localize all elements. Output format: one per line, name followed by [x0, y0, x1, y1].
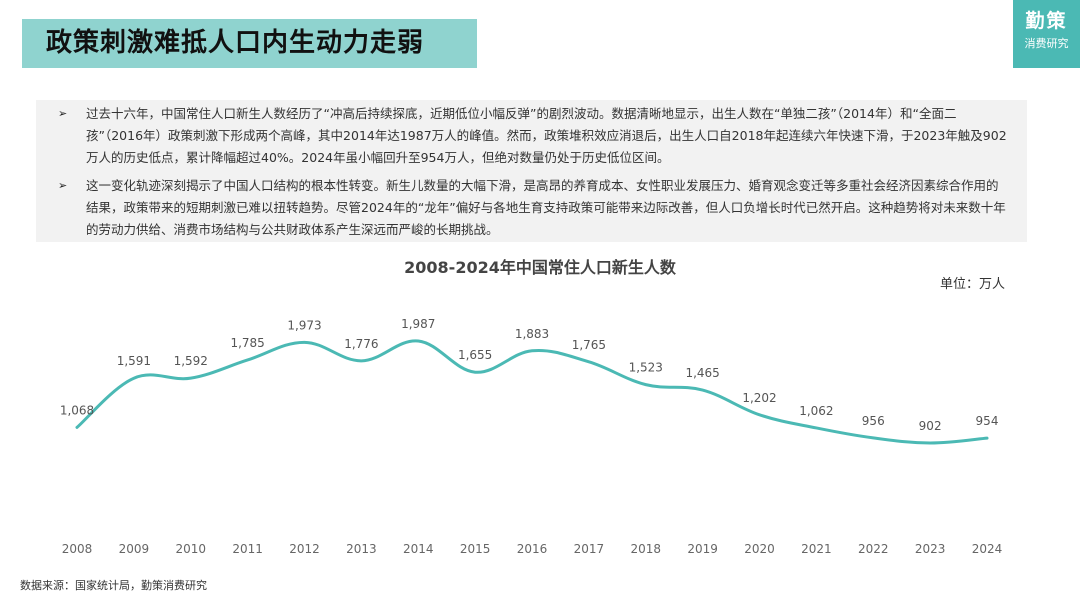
x-tick-label: 2017 [574, 542, 605, 556]
x-tick-label: 2012 [289, 542, 320, 556]
summary-bullet-text: 过去十六年，中国常住人口新生人数经历了“冲高后持续探底，近期低位小幅反弹”的剧烈… [86, 106, 1007, 165]
data-label: 1,068 [60, 403, 94, 417]
brand-logo: 勤策 消费研究 [1013, 0, 1080, 68]
summary-bullet: ➢ 这一变化轨迹深刻揭示了中国人口结构的根本性转变。新生儿数量的大幅下滑，是高昂… [58, 175, 1008, 241]
arrow-bullet-icon: ➢ [58, 107, 68, 120]
unit-label: 单位：万人 [940, 277, 1006, 292]
chart-title: 2008-2024年中国常住人口新生人数 [404, 258, 676, 277]
data-label: 1,062 [799, 404, 833, 418]
x-tick-label: 2020 [744, 542, 775, 556]
title-bar [22, 19, 477, 68]
data-label: 1,202 [742, 391, 776, 405]
arrow-bullet-icon: ➢ [58, 179, 68, 192]
summary-panel: ➢ 过去十六年，中国常住人口新生人数经历了“冲高后持续探底，近期低位小幅反弹”的… [36, 100, 1027, 242]
data-label: 1,973 [287, 318, 321, 332]
x-tick-label: 2019 [687, 542, 718, 556]
x-tick-label: 2021 [801, 542, 832, 556]
data-label: 1,591 [117, 354, 151, 368]
x-tick-label: 2023 [915, 542, 946, 556]
logo-sub-text: 消费研究 [1024, 37, 1069, 50]
x-tick-label: 2009 [119, 542, 150, 556]
data-label: 902 [919, 419, 942, 433]
data-label: 1,523 [629, 361, 663, 375]
data-label: 1,987 [401, 317, 435, 331]
data-label: 1,592 [174, 354, 208, 368]
data-label: 956 [862, 414, 885, 428]
data-label: 1,883 [515, 327, 549, 341]
x-tick-label: 2008 [62, 542, 93, 556]
x-tick-label: 2013 [346, 542, 377, 556]
data-source: 数据来源：国家统计局，勤策消费研究 [20, 579, 207, 592]
series-line [75, 339, 989, 445]
page-title: 政策刺激难抵人口内生动力走弱 [46, 28, 425, 58]
summary-bullet-text: 这一变化轨迹深刻揭示了中国人口结构的根本性转变。新生儿数量的大幅下滑，是高昂的养… [86, 178, 1006, 237]
x-tick-label: 2022 [858, 542, 889, 556]
data-label: 1,765 [572, 338, 606, 352]
data-label: 1,465 [685, 366, 719, 380]
summary-bullet: ➢ 过去十六年，中国常住人口新生人数经历了“冲高后持续探底，近期低位小幅反弹”的… [58, 103, 1008, 169]
data-label: 1,785 [230, 336, 264, 350]
x-tick-label: 2010 [175, 542, 206, 556]
x-tick-label: 2011 [232, 542, 263, 556]
x-tick-label: 2014 [403, 542, 434, 556]
data-label: 1,655 [458, 348, 492, 362]
x-tick-label: 2015 [460, 542, 491, 556]
x-tick-label: 2024 [972, 542, 1003, 556]
logo-main-text: 勤策 [1025, 10, 1068, 32]
data-label: 954 [976, 414, 999, 428]
x-tick-label: 2018 [630, 542, 661, 556]
data-label: 1,776 [344, 337, 378, 351]
x-tick-label: 2016 [517, 542, 548, 556]
